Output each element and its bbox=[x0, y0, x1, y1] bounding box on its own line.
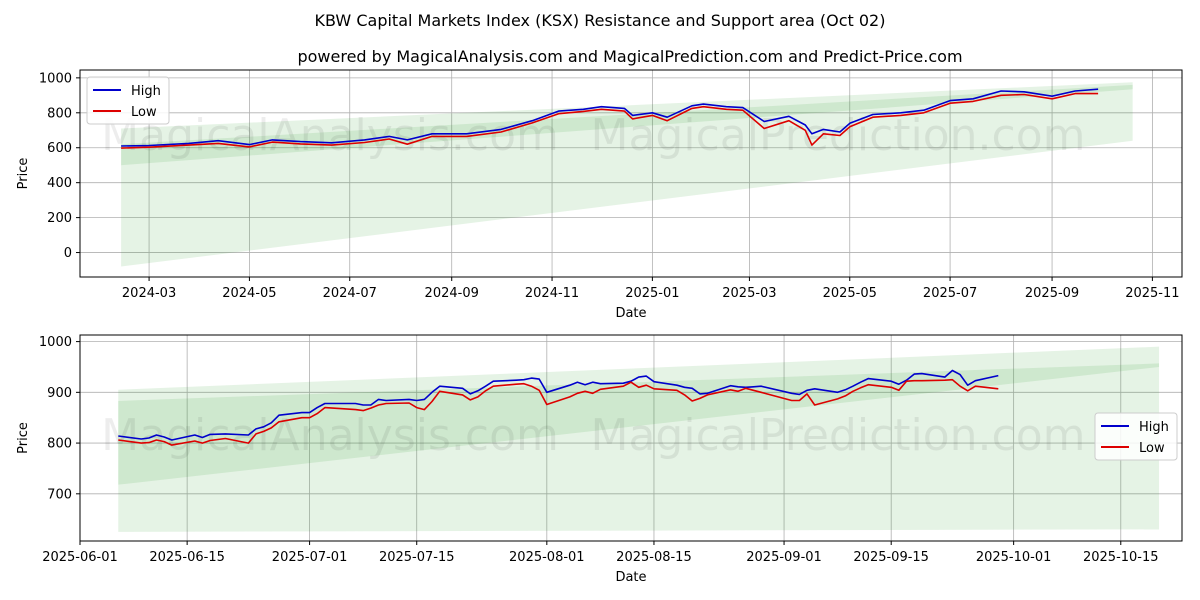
axes-frame bbox=[79, 69, 1183, 278]
y-tick-label: 400 bbox=[47, 176, 72, 191]
x-tick-label: 2025-01 bbox=[625, 286, 679, 301]
x-tick-label: 2025-11 bbox=[1125, 286, 1179, 301]
x-tick-label: 2025-08-01 bbox=[509, 550, 585, 565]
y-tick-label: 200 bbox=[47, 211, 72, 226]
y-tick-label: 1000 bbox=[39, 71, 72, 86]
x-tick-label: 2024-03 bbox=[122, 286, 176, 301]
support-resistance-band bbox=[121, 82, 1133, 267]
support-resistance-band bbox=[118, 346, 1160, 532]
x-tick-label: 2025-03 bbox=[722, 286, 776, 301]
x-tick-label: 2024-05 bbox=[222, 286, 276, 301]
y-axis-title: Price bbox=[16, 158, 31, 190]
axes-frame bbox=[79, 334, 1183, 542]
x-tick-label: 2025-08-15 bbox=[616, 550, 692, 565]
support-resistance-band bbox=[121, 84, 1133, 166]
x-tick-label: 2025-09-15 bbox=[853, 550, 929, 565]
high-series-line bbox=[118, 369, 999, 441]
legend-box bbox=[86, 76, 170, 125]
x-tick-label: 2025-10-01 bbox=[976, 550, 1052, 565]
x-tick-label: 2025-05 bbox=[823, 286, 877, 301]
legend-high-label: High bbox=[131, 84, 161, 99]
y-tick-label: 0 bbox=[64, 246, 72, 261]
watermark-text: MagicalPrediction.com bbox=[591, 410, 1086, 461]
low-series-line bbox=[121, 92, 1099, 149]
plot-area: MagicalAnalysis.com MagicalPrediction.com bbox=[101, 82, 1133, 267]
chart-subtitle: powered by MagicalAnalysis.com and Magic… bbox=[297, 47, 962, 66]
y-tick-label: 600 bbox=[47, 141, 72, 156]
x-tick-label: 2025-09-01 bbox=[746, 550, 822, 565]
x-tick-label: 2025-06-01 bbox=[42, 550, 118, 565]
x-axis-title: Date bbox=[615, 570, 646, 585]
y-tick-label: 900 bbox=[47, 386, 72, 401]
x-tick-label: 2025-09 bbox=[1025, 286, 1079, 301]
x-tick-label: 2024-07 bbox=[323, 286, 377, 301]
x-tick-label: 2024-09 bbox=[425, 286, 479, 301]
watermark-text: MagicalAnalysis.com bbox=[101, 110, 559, 161]
x-axis-title: Date bbox=[615, 306, 646, 321]
x-tick-label: 2025-10-15 bbox=[1083, 550, 1159, 565]
x-tick-label: 2025-07-01 bbox=[272, 550, 348, 565]
support-resistance-band bbox=[118, 363, 1160, 485]
bottom-panel: MagicalAnalysis.com MagicalPrediction.com… bbox=[16, 334, 1183, 585]
x-tick-label: 2025-07 bbox=[923, 286, 977, 301]
plot-area: MagicalAnalysis.com MagicalPrediction.com bbox=[101, 346, 1160, 532]
x-tick-label: 2025-06-15 bbox=[149, 550, 225, 565]
high-series-line bbox=[121, 88, 1099, 147]
low-series-line bbox=[118, 378, 999, 446]
legend-high-label: High bbox=[1139, 420, 1169, 435]
x-tick-label: 2024-11 bbox=[525, 286, 579, 301]
y-axis-title: Price bbox=[16, 422, 31, 454]
legend-low-label: Low bbox=[1139, 441, 1165, 456]
y-tick-label: 800 bbox=[47, 437, 72, 452]
y-tick-label: 700 bbox=[47, 487, 72, 502]
y-tick-label: 800 bbox=[47, 106, 72, 121]
top-panel: MagicalAnalysis.com MagicalPrediction.com… bbox=[16, 69, 1183, 321]
watermark-text: MagicalAnalysis.com bbox=[101, 410, 559, 461]
x-tick-label: 2025-07-15 bbox=[379, 550, 455, 565]
chart-title: KBW Capital Markets Index (KSX) Resistan… bbox=[315, 11, 886, 30]
y-tick-label: 1000 bbox=[39, 335, 72, 350]
legend-low-label: Low bbox=[131, 105, 157, 120]
legend-box bbox=[1094, 412, 1178, 461]
